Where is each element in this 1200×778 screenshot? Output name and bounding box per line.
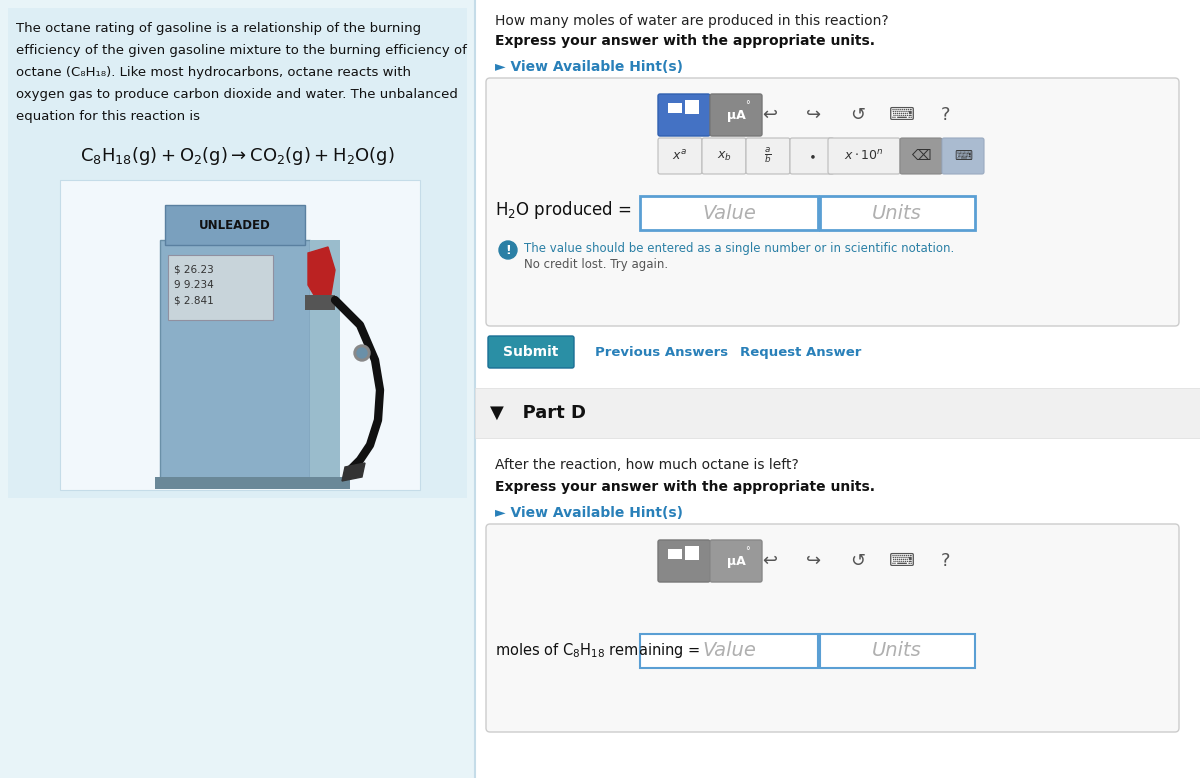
Text: The value should be entered as a single number or in scientific notation.: The value should be entered as a single … xyxy=(524,242,954,255)
Text: °: ° xyxy=(745,546,750,556)
Text: $\mathrm{H_2O}$ produced =: $\mathrm{H_2O}$ produced = xyxy=(496,199,632,221)
Bar xyxy=(155,477,350,489)
Bar xyxy=(305,295,335,310)
Circle shape xyxy=(499,241,517,259)
FancyBboxPatch shape xyxy=(486,524,1178,732)
Text: ↺: ↺ xyxy=(851,106,865,124)
FancyBboxPatch shape xyxy=(942,138,984,174)
Text: Submit: Submit xyxy=(503,345,559,359)
Polygon shape xyxy=(342,463,365,481)
Bar xyxy=(168,255,274,320)
Text: $x^a$: $x^a$ xyxy=(672,149,688,163)
Text: Previous Answers: Previous Answers xyxy=(595,345,728,359)
Text: ↩: ↩ xyxy=(762,552,778,570)
FancyBboxPatch shape xyxy=(710,540,762,582)
Bar xyxy=(640,634,818,668)
Text: $x_b$: $x_b$ xyxy=(716,149,732,163)
Text: moles of $\mathrm{C_8H_{18}}$ remaining =: moles of $\mathrm{C_8H_{18}}$ remaining … xyxy=(496,640,701,660)
Text: ▼   Part D: ▼ Part D xyxy=(490,404,586,422)
Text: $ 26.23: $ 26.23 xyxy=(174,265,214,275)
Text: Request Answer: Request Answer xyxy=(740,345,862,359)
Text: oxygen gas to produce carbon dioxide and water. The unbalanced: oxygen gas to produce carbon dioxide and… xyxy=(16,88,458,101)
Bar xyxy=(166,205,305,245)
Text: ↺: ↺ xyxy=(851,552,865,570)
Bar xyxy=(668,103,682,113)
Polygon shape xyxy=(308,247,335,305)
FancyBboxPatch shape xyxy=(828,138,900,174)
Text: Units: Units xyxy=(872,204,922,223)
FancyBboxPatch shape xyxy=(658,540,710,582)
Bar xyxy=(685,546,698,560)
Text: $x \cdot 10^n$: $x \cdot 10^n$ xyxy=(845,149,883,163)
FancyBboxPatch shape xyxy=(900,138,942,174)
Bar xyxy=(820,196,974,230)
Text: μΑ: μΑ xyxy=(727,555,745,567)
FancyBboxPatch shape xyxy=(488,336,574,368)
Text: °: ° xyxy=(745,100,750,110)
Bar xyxy=(0,0,475,778)
Text: 9 9.234: 9 9.234 xyxy=(174,280,214,290)
Text: ⌨: ⌨ xyxy=(889,552,916,570)
Text: How many moles of water are produced in this reaction?: How many moles of water are produced in … xyxy=(496,14,889,28)
Text: $\mathrm{C_8H_{18}(g) + O_2(g) \rightarrow CO_2(g) + H_2O(g)}$: $\mathrm{C_8H_{18}(g) + O_2(g) \rightarr… xyxy=(79,145,395,167)
Text: ?: ? xyxy=(941,552,950,570)
Text: ↩: ↩ xyxy=(762,106,778,124)
Text: Express your answer with the appropriate units.: Express your answer with the appropriate… xyxy=(496,480,875,494)
Text: octane (C₈H₁₈). Like most hydrocarbons, octane reacts with: octane (C₈H₁₈). Like most hydrocarbons, … xyxy=(16,66,410,79)
Text: ?: ? xyxy=(941,106,950,124)
Bar xyxy=(60,180,420,490)
FancyBboxPatch shape xyxy=(658,138,702,174)
Bar xyxy=(668,562,677,571)
Circle shape xyxy=(358,348,367,358)
Bar xyxy=(668,549,682,559)
Text: UNLEADED: UNLEADED xyxy=(199,219,271,232)
FancyBboxPatch shape xyxy=(702,138,746,174)
Bar xyxy=(160,240,310,480)
Text: $ 2.841: $ 2.841 xyxy=(174,295,214,305)
Bar xyxy=(820,634,974,668)
FancyBboxPatch shape xyxy=(486,78,1178,326)
Text: $\bullet$: $\bullet$ xyxy=(808,149,816,163)
Text: ► View Available Hint(s): ► View Available Hint(s) xyxy=(496,506,683,520)
FancyBboxPatch shape xyxy=(710,94,762,136)
Text: Units: Units xyxy=(872,642,922,661)
Text: Value: Value xyxy=(702,642,756,661)
Text: No credit lost. Try again.: No credit lost. Try again. xyxy=(524,258,668,271)
Text: ⌨: ⌨ xyxy=(889,106,916,124)
Bar xyxy=(640,196,818,230)
FancyBboxPatch shape xyxy=(746,138,790,174)
Bar xyxy=(8,8,467,498)
Text: ↪: ↪ xyxy=(806,106,822,124)
Text: After the reaction, how much octane is left?: After the reaction, how much octane is l… xyxy=(496,458,799,472)
Text: ⌨: ⌨ xyxy=(954,149,972,163)
Text: Value: Value xyxy=(702,204,756,223)
Text: Express your answer with the appropriate units.: Express your answer with the appropriate… xyxy=(496,34,875,48)
Text: equation for this reaction is: equation for this reaction is xyxy=(16,110,200,123)
Circle shape xyxy=(354,345,370,361)
Text: ► View Available Hint(s): ► View Available Hint(s) xyxy=(496,60,683,74)
FancyBboxPatch shape xyxy=(658,94,710,136)
Bar xyxy=(475,388,1200,438)
Bar xyxy=(310,240,340,480)
Text: μΑ: μΑ xyxy=(727,108,745,121)
Text: The octane rating of gasoline is a relationship of the burning: The octane rating of gasoline is a relat… xyxy=(16,22,421,35)
Text: !: ! xyxy=(505,244,511,257)
FancyBboxPatch shape xyxy=(790,138,834,174)
Bar xyxy=(668,116,677,125)
Bar xyxy=(475,0,1200,778)
Text: efficiency of the given gasoline mixture to the burning efficiency of: efficiency of the given gasoline mixture… xyxy=(16,44,467,57)
Text: $\frac{a}{b}$: $\frac{a}{b}$ xyxy=(764,146,772,166)
Bar xyxy=(685,100,698,114)
Text: ⌫: ⌫ xyxy=(911,149,931,163)
Text: ↪: ↪ xyxy=(806,552,822,570)
